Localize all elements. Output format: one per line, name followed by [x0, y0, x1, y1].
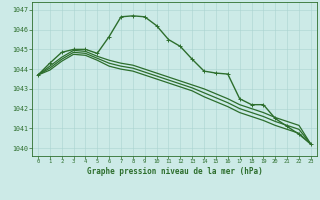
X-axis label: Graphe pression niveau de la mer (hPa): Graphe pression niveau de la mer (hPa)	[86, 167, 262, 176]
